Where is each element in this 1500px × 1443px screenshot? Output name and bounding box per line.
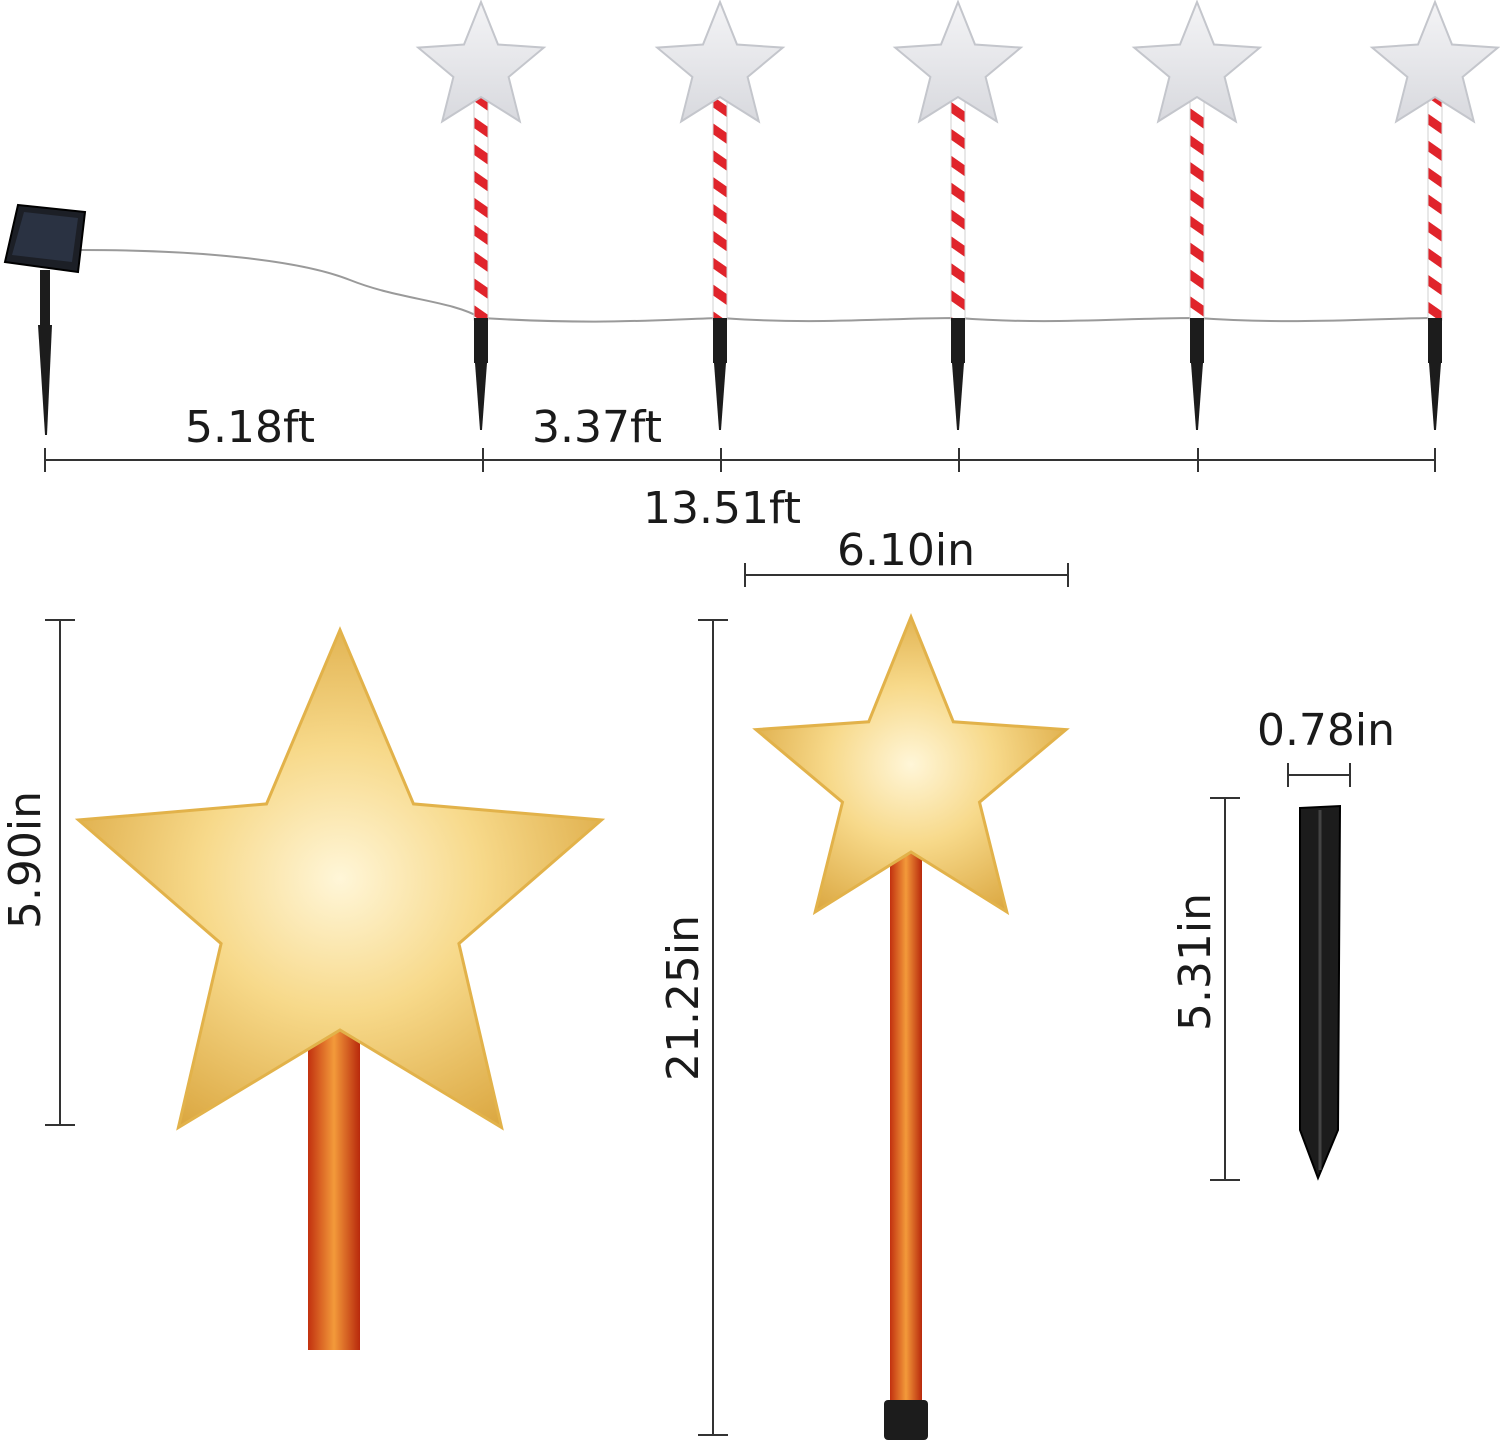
star-height-dimension <box>45 619 75 1126</box>
stake-light-3 <box>892 0 1024 430</box>
total-height-dimension <box>698 619 728 1436</box>
stake-light-4 <box>1131 0 1263 430</box>
total-length-label: 13.51ft <box>643 483 801 534</box>
stake-spacing-label: 3.37ft <box>532 402 662 453</box>
length-dimension-line <box>44 448 1436 472</box>
stake-light-5 <box>1369 0 1500 430</box>
full-stake-light <box>752 612 1070 1440</box>
spike-height-label: 5.31in <box>1170 893 1221 1031</box>
ground-spike <box>1299 804 1342 1181</box>
stake-light-2 <box>654 0 786 430</box>
solar-wire <box>79 249 1436 323</box>
stake-light-1 <box>415 0 547 430</box>
star-width-dimension <box>744 563 1069 587</box>
star-width-label: 6.10in <box>837 525 975 576</box>
star-height-label: 5.90in <box>0 791 51 929</box>
panel-distance-label: 5.18ft <box>185 402 315 453</box>
spike-width-label: 0.78in <box>1257 705 1395 756</box>
solar-panel <box>3 203 87 435</box>
spike-width-dimension <box>1287 763 1351 787</box>
spike-height-dimension <box>1210 797 1240 1181</box>
star-closeup <box>74 626 606 1350</box>
total-height-label: 21.25in <box>658 915 709 1081</box>
